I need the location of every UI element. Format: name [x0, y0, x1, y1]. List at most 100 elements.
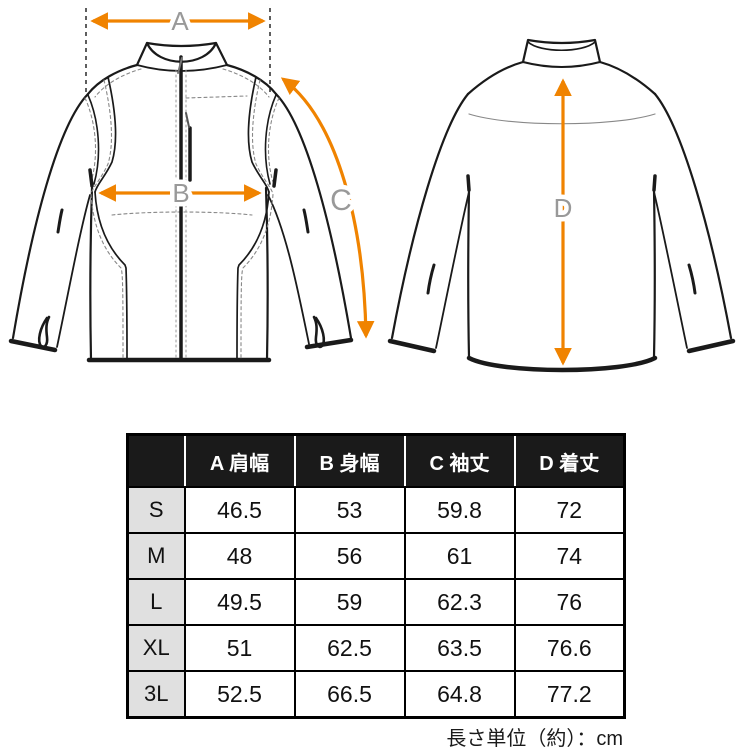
front-right-pocket-curve	[236, 191, 270, 360]
back-left-elbow-mark	[426, 263, 436, 295]
cell-value: 62.3	[403, 578, 516, 626]
front-left-underarm-mark	[88, 168, 94, 188]
cell-value: 56	[293, 532, 406, 580]
front-collar-outline	[135, 41, 229, 67]
front-left-thumb-loop	[37, 315, 51, 349]
size-chart-table: A 肩幅 B 身幅 C 袖丈 D 着丈 S 46.5 53 59.8 72 M …	[126, 433, 626, 719]
cell-value: 46.5	[183, 486, 296, 534]
jacket-diagram-svg: A B C	[8, 2, 736, 373]
front-left-armhole-stitch	[84, 97, 97, 183]
front-chest-pocket-stitch	[185, 95, 248, 99]
back-left-underarm-mark	[466, 174, 471, 192]
table-header-row: A 肩幅 B 身幅 C 袖丈 D 着丈	[127, 434, 625, 488]
cell-value: 51	[183, 624, 296, 672]
cell-value: 62.5	[293, 624, 406, 672]
cell-value: 59	[293, 578, 406, 626]
size-label: 3L	[126, 670, 186, 719]
back-left-sleeve-outer	[390, 92, 470, 340]
back-collar-base	[522, 61, 601, 68]
front-right-seam-stitch	[240, 79, 274, 360]
front-waist-stitch	[111, 211, 253, 216]
front-left-sleeve-inner	[56, 194, 91, 348]
front-measure-arrows: A B C	[85, 2, 375, 339]
back-left-shoulder	[466, 60, 525, 96]
measure-c-arrow	[280, 77, 375, 339]
back-left-side	[467, 188, 471, 359]
front-left-shoulder-stitch	[94, 68, 142, 98]
back-collar-outline	[521, 38, 602, 64]
cell-value: 53	[293, 486, 406, 534]
cell-value: 76	[513, 578, 626, 626]
front-left-sleeve-outer	[11, 92, 90, 340]
measure-label-c: C	[330, 184, 352, 217]
size-label: M	[126, 532, 186, 580]
size-label: L	[126, 578, 186, 626]
jacket-measure-diagram: A B C	[8, 2, 736, 373]
cell-value: 52.5	[183, 670, 296, 719]
back-right-cuff	[686, 338, 736, 354]
back-left-cuff	[387, 338, 437, 354]
measure-label-b: B	[172, 178, 189, 208]
measure-label-a: A	[171, 6, 189, 36]
front-left-elbow-mark	[56, 208, 64, 234]
back-hem	[466, 355, 658, 373]
back-right-sleeve-inner	[653, 191, 688, 349]
cell-value: 76.6	[513, 624, 626, 672]
cell-value: 74	[513, 532, 626, 580]
table-row: M 48 56 61 74	[126, 532, 626, 580]
measure-label-d: D	[554, 193, 573, 223]
cell-value: 49.5	[183, 578, 296, 626]
table-corner-cell	[127, 434, 185, 488]
column-header-shoulder: A 肩幅	[183, 434, 295, 488]
table-row: S 46.5 53 59.8 72	[126, 486, 626, 534]
front-right-shoulder	[225, 63, 278, 96]
front-right-panel-seam	[247, 76, 270, 193]
front-right-armhole-stitch	[267, 97, 280, 183]
size-chart-section: A 肩幅 B 身幅 C 袖丈 D 着丈 S 46.5 53 59.8 72 M …	[126, 433, 626, 719]
unit-note: 長さ単位（約）：cm	[446, 728, 623, 750]
cell-value: 72	[513, 486, 626, 534]
table-row: L 49.5 59 62.3 76	[126, 578, 626, 626]
front-zipper-pull	[177, 57, 183, 74]
back-right-underarm-mark	[652, 174, 657, 192]
front-left-panel-seam	[94, 76, 117, 193]
column-header-body-width: B 身幅	[293, 434, 405, 488]
front-left-cuff	[8, 338, 58, 353]
back-collar-fold	[527, 41, 596, 51]
cell-value: 63.5	[403, 624, 516, 672]
cell-value: 64.8	[403, 670, 516, 719]
front-left-shoulder	[86, 63, 139, 96]
cell-value: 48	[183, 532, 296, 580]
front-right-shoulder-stitch	[222, 68, 270, 98]
front-right-thumb-loop	[312, 315, 326, 349]
column-header-length: D 着丈	[513, 434, 625, 488]
cell-value: 66.5	[293, 670, 406, 719]
front-left-side	[89, 186, 94, 362]
back-left-sleeve-inner	[435, 191, 470, 349]
front-right-underarm-mark	[272, 168, 278, 188]
size-label: S	[126, 486, 186, 534]
cell-value: 61	[403, 532, 516, 580]
column-header-sleeve: C 袖丈	[403, 434, 515, 488]
cell-value: 77.2	[513, 670, 626, 719]
jacket-front-drawing	[8, 41, 354, 363]
table-row: XL 51 62.5 63.5 76.6	[126, 624, 626, 672]
front-left-armhole	[87, 94, 100, 185]
front-right-cuff	[304, 337, 354, 350]
front-left-pocket-curve	[94, 191, 128, 360]
front-left-seam-stitch	[90, 79, 124, 360]
back-right-shoulder	[598, 60, 657, 96]
size-label: XL	[126, 624, 186, 672]
back-right-sleeve-outer	[653, 92, 733, 340]
jacket-back-drawing	[387, 38, 736, 373]
front-right-sleeve-inner	[267, 194, 310, 345]
back-right-elbow-mark	[687, 263, 697, 295]
back-measure-arrows: D	[549, 78, 577, 366]
table-row: 3L 52.5 66.5 64.8 77.2	[126, 670, 626, 719]
front-right-elbow-mark	[302, 208, 310, 234]
front-right-armhole	[264, 94, 277, 185]
back-right-side	[652, 188, 656, 359]
front-chest-pocket-pull	[185, 112, 190, 128]
cell-value: 59.8	[403, 486, 516, 534]
